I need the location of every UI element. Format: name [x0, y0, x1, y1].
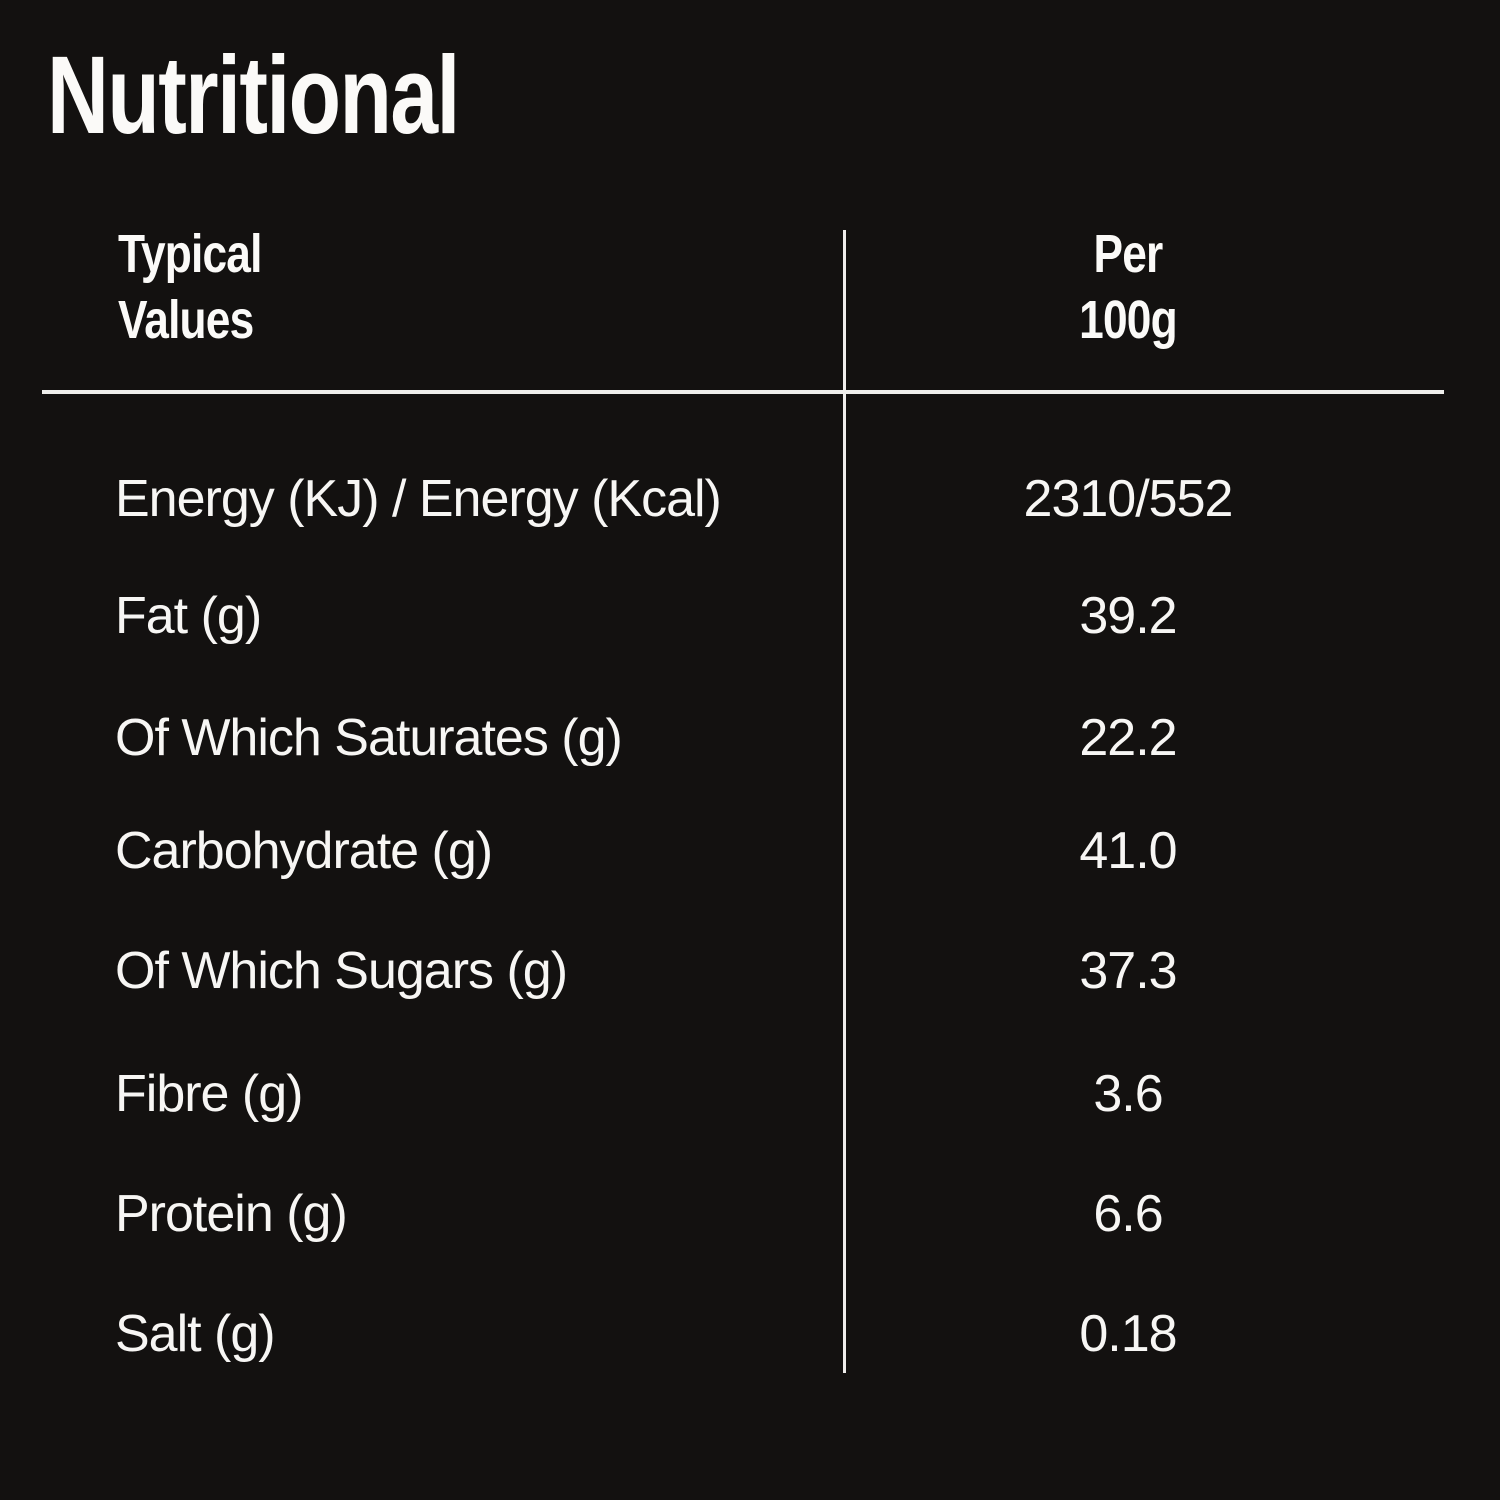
row-value: 3.6: [1093, 1065, 1163, 1123]
table-row: Salt (g) 0.18: [0, 1304, 1500, 1364]
column-header-typical-values: Typical Values: [118, 221, 262, 353]
table-row: Protein (g) 6.6: [0, 1184, 1500, 1244]
table-row: Fat (g) 39.2: [0, 586, 1500, 646]
row-value: 0.18: [1079, 1305, 1177, 1363]
row-label: Fibre (g): [115, 1065, 303, 1123]
per-line: Per: [1093, 224, 1164, 284]
header-divider-line: [42, 390, 1444, 394]
table-row: Of Which Saturates (g) 22.2: [0, 708, 1500, 768]
column-divider-line: [843, 230, 846, 1373]
row-label: Fat (g): [115, 587, 262, 645]
row-value: 37.3: [1079, 942, 1177, 1000]
row-value: 41.0: [1079, 822, 1177, 880]
column-header-per-100g: Per 100g: [882, 221, 1374, 353]
table-row: Fibre (g) 3.6: [0, 1064, 1500, 1124]
table-row: Of Which Sugars (g) 37.3: [0, 941, 1500, 1001]
table-row: Energy (KJ) / Energy (Kcal) 2310/552: [0, 469, 1500, 529]
per-100g-line: 100g: [1079, 290, 1177, 350]
typical-line: Typical: [118, 224, 262, 284]
row-value: 39.2: [1079, 587, 1177, 645]
row-label: Energy (KJ) / Energy (Kcal): [115, 470, 722, 528]
values-line: Values: [118, 290, 254, 350]
table-row: Carbohydrate (g) 41.0: [0, 821, 1500, 881]
page-title: Nutritional: [47, 34, 460, 157]
row-value: 2310/552: [1023, 470, 1234, 528]
row-label: Carbohydrate (g): [115, 822, 493, 880]
row-label: Salt (g): [115, 1305, 276, 1363]
row-value: 6.6: [1093, 1185, 1163, 1243]
row-label: Of Which Saturates (g): [115, 709, 623, 767]
row-label: Protein (g): [115, 1185, 348, 1243]
row-label: Of Which Sugars (g): [115, 942, 568, 1000]
row-value: 22.2: [1079, 709, 1177, 767]
